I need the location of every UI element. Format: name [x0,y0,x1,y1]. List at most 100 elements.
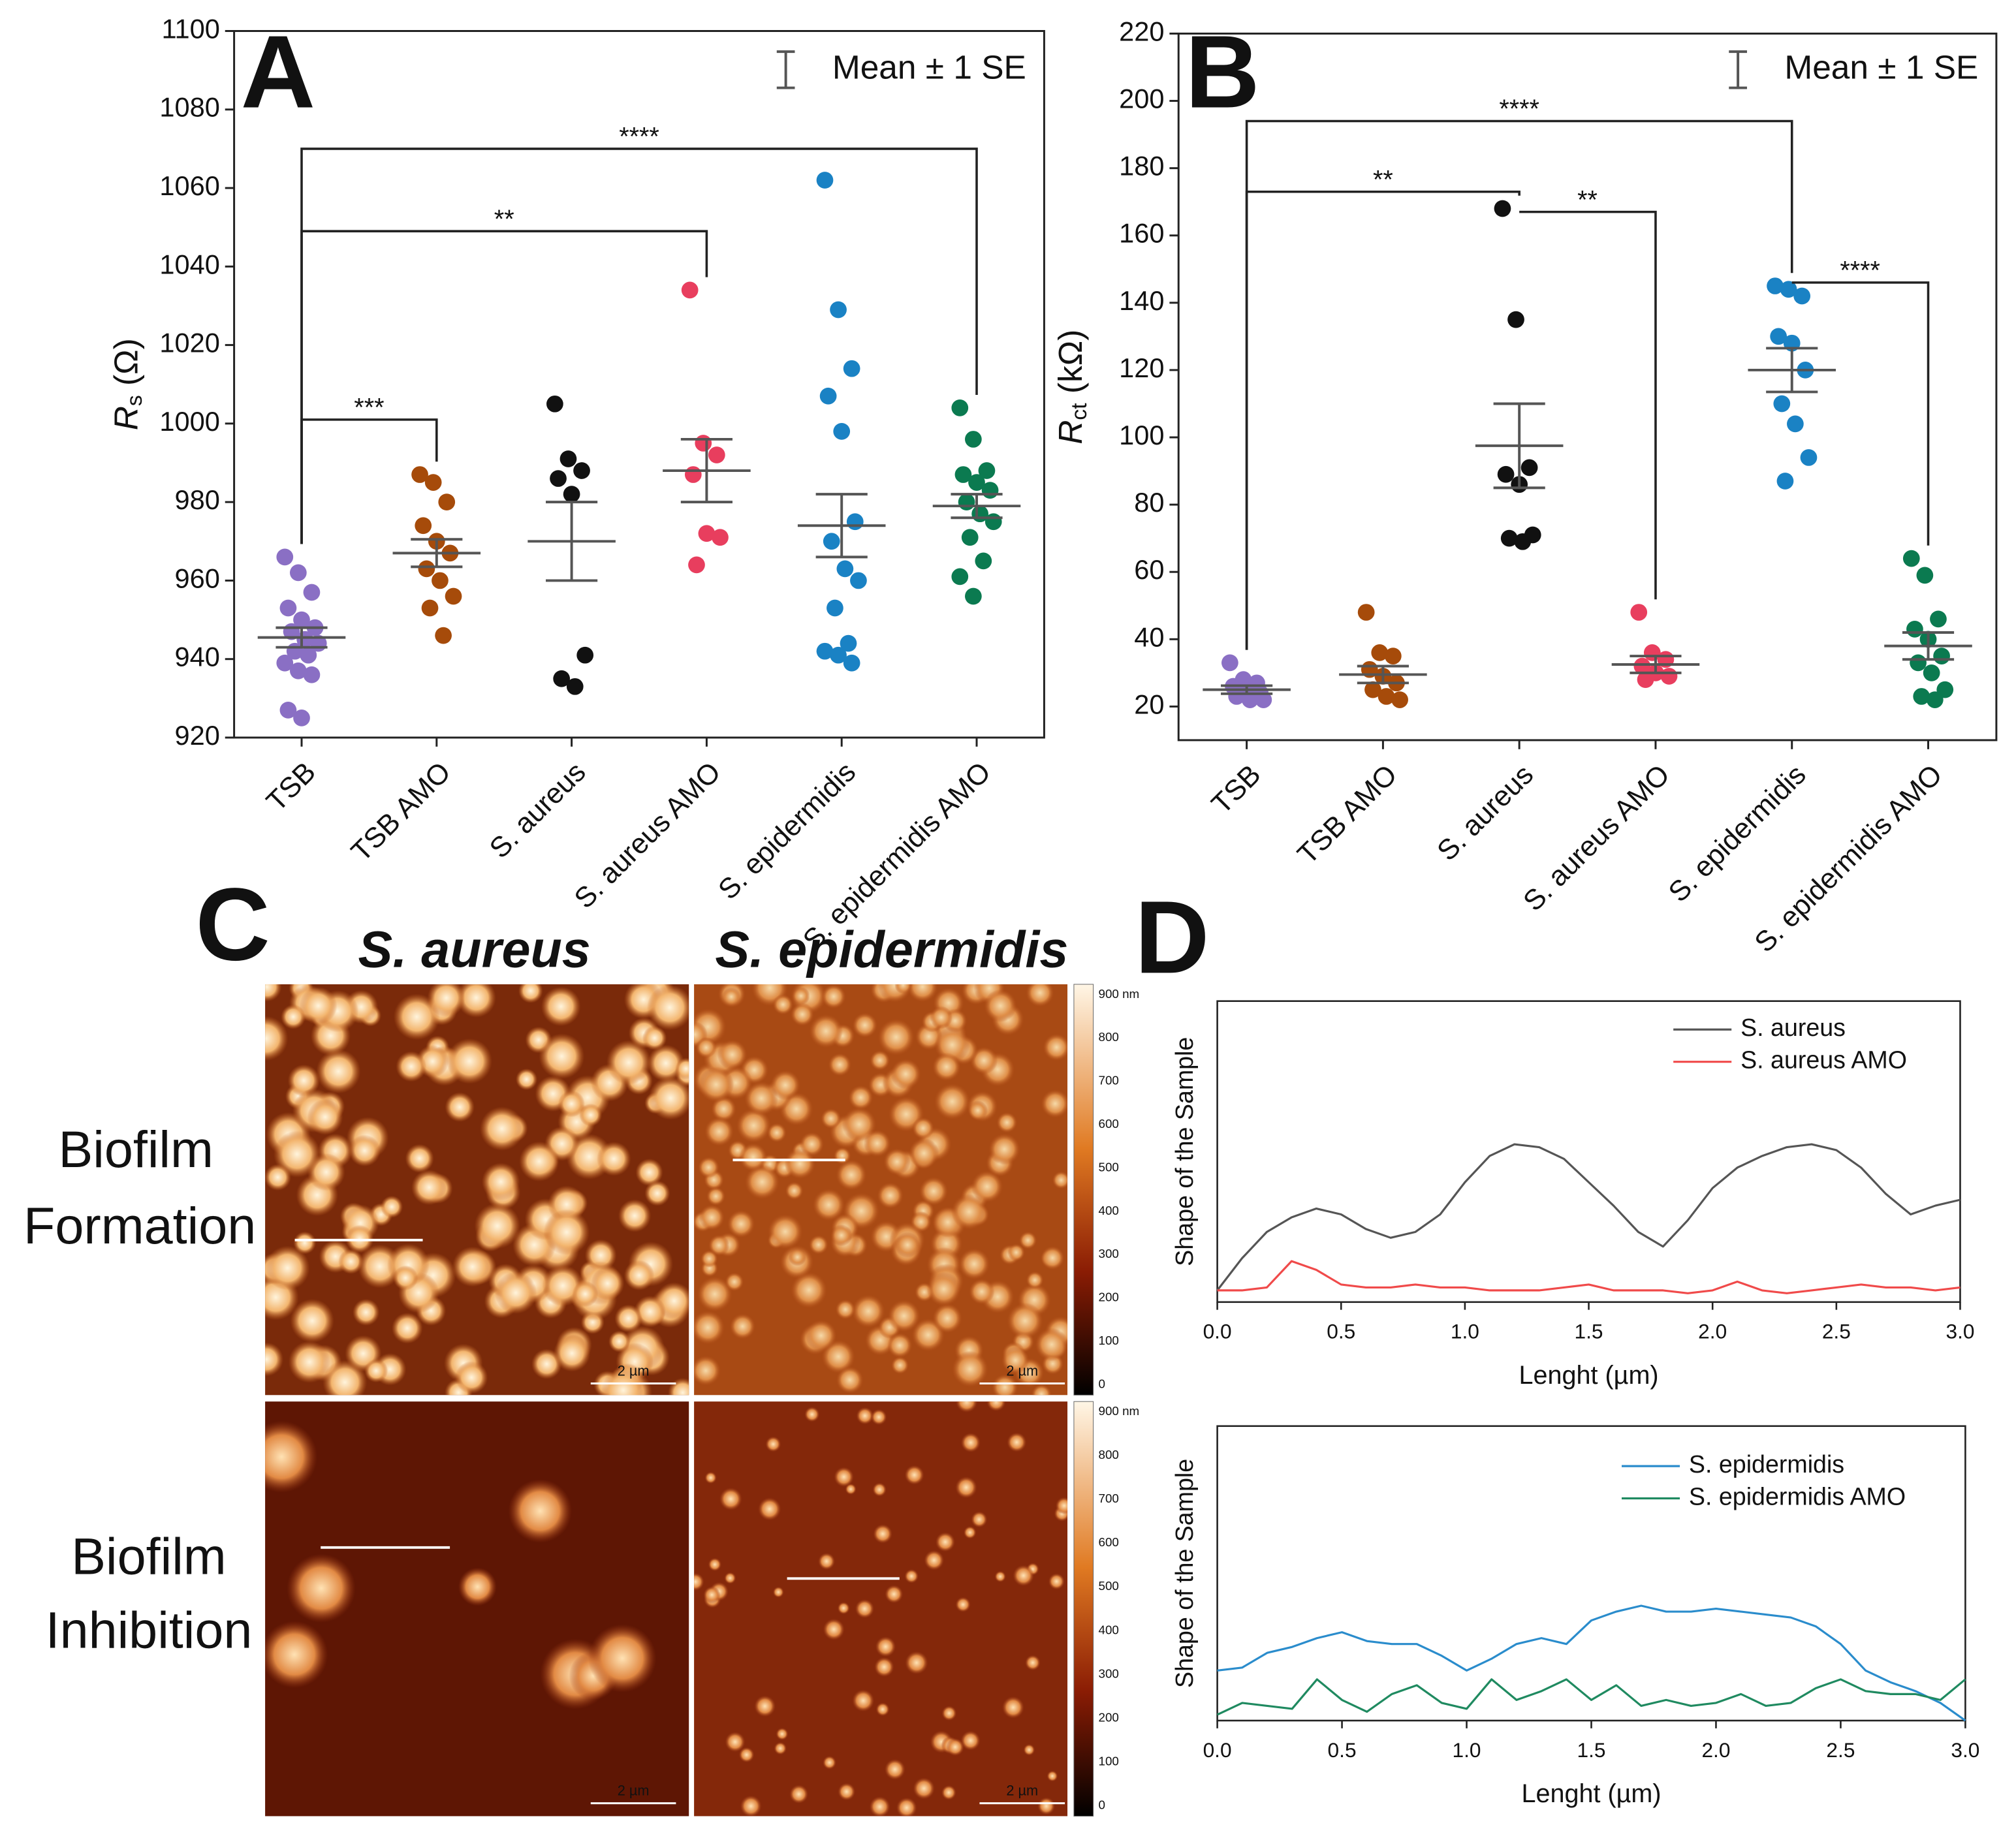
colorbar [1073,984,1094,1396]
data-point [830,646,847,664]
afm-grain [579,1103,603,1127]
afm-grain [856,1407,874,1425]
afm-grain [349,1134,381,1167]
afm-grain [648,1076,689,1120]
afm-image [694,1401,1068,1817]
afm-grain [963,1525,977,1539]
afm-grain [405,1144,434,1173]
y-tick-label: 960 [175,563,220,593]
afm-grain [539,1033,585,1080]
afm-grain [1019,1231,1037,1249]
afm-grain [941,1785,956,1800]
y-axis-label: Shape of the Sample [1171,1037,1198,1266]
y-tick-label: 120 [1119,352,1164,383]
significance-label: **** [1840,257,1880,285]
colorbar-label: 800 [1099,1030,1119,1044]
afm-grain [623,1260,655,1291]
legend-icon [776,50,795,89]
afm-grain [896,1797,917,1817]
y-tick-label: 980 [175,484,220,515]
legend-label: S. epidermidis AMO [1689,1483,1906,1510]
y-axis-label-part: s [123,395,147,406]
data-point [833,423,851,440]
afm-grain [960,1730,981,1751]
legend-label: S. aureus AMO [1740,1046,1907,1074]
afm-grain [1026,984,1054,1007]
y-tick-label: 180 [1119,151,1164,181]
afm-grain [703,1586,721,1604]
data-point [1800,449,1818,466]
data-point [424,474,442,491]
afm-grain [508,1479,573,1543]
x-tick-label: S. aureus AMO [1517,759,1676,918]
afm-grain [830,1224,853,1247]
afm-grain [1024,1655,1041,1671]
afm-grain [447,1038,492,1084]
afm-grain [984,989,1017,1023]
afm-grain [694,1310,725,1345]
scale-bar-label: 2 µm [618,1783,650,1799]
afm-grain [754,1695,776,1717]
plot-frame [233,30,1045,739]
afm-grain [635,1158,663,1187]
data-point [846,513,864,531]
afm-grain [668,1377,689,1396]
data-point [1767,277,1784,294]
afm-grain [1041,1089,1068,1118]
x-tick-label: TSB AMO [1292,759,1404,871]
data-point [1910,654,1927,672]
afm-texture [265,984,689,1396]
scale-bar-label: 2 µm [1006,1362,1038,1379]
data-point [415,517,432,535]
data-point [1378,688,1395,705]
afm-grain [772,1586,784,1598]
afm-grain [721,987,741,1007]
data-point [1933,648,1950,664]
x-tick-label: 1.0 [1453,1738,1481,1762]
afm-grain [265,1245,310,1290]
afm-grain [1047,1770,1058,1782]
colorbar-label: 900 nm [1099,987,1140,1001]
afm-grain [823,1755,836,1770]
data-point [975,552,992,570]
error-bar [1902,631,1955,661]
panel-label: C [195,867,270,982]
colorbar-label: 400 [1099,1623,1119,1636]
afm-grain [941,1706,957,1721]
afm-grain [955,1476,977,1499]
data-point [279,702,297,719]
afm-grain [727,1210,755,1238]
data-point [961,529,979,546]
afm-grain [699,1204,725,1230]
data-point [1637,671,1654,689]
x-tick-label: 1.5 [1577,1738,1605,1762]
x-tick-label: 0.5 [1327,1320,1355,1343]
data-point [836,560,854,578]
afm-grain [884,1758,906,1780]
afm-grain [290,1298,334,1343]
afm-grain [1035,1328,1068,1362]
afm-grain [608,1330,631,1352]
afm-grain [877,1182,904,1209]
data-point [695,435,712,452]
data-point [1500,529,1518,547]
afm-grain [772,994,794,1015]
y-tick-label: 140 [1119,285,1164,316]
afm-grain [1026,1271,1044,1289]
afm-grain [873,1523,893,1544]
data-point [951,568,969,585]
afm-grain [338,1249,364,1274]
y-tick-label: 160 [1119,218,1164,249]
afm-grain [265,1621,328,1689]
data-point [708,446,725,463]
data-point [411,466,428,483]
column-title: S. epidermidis [715,920,1068,978]
significance-bracket [300,148,978,544]
data-point [1630,604,1648,621]
afm-grain [744,1081,779,1116]
afm-grain [870,1409,887,1426]
data-point [954,466,972,483]
afm-grain [744,1164,780,1200]
significance-label: *** [354,393,384,422]
x-tick-label: TSB [1206,759,1267,820]
